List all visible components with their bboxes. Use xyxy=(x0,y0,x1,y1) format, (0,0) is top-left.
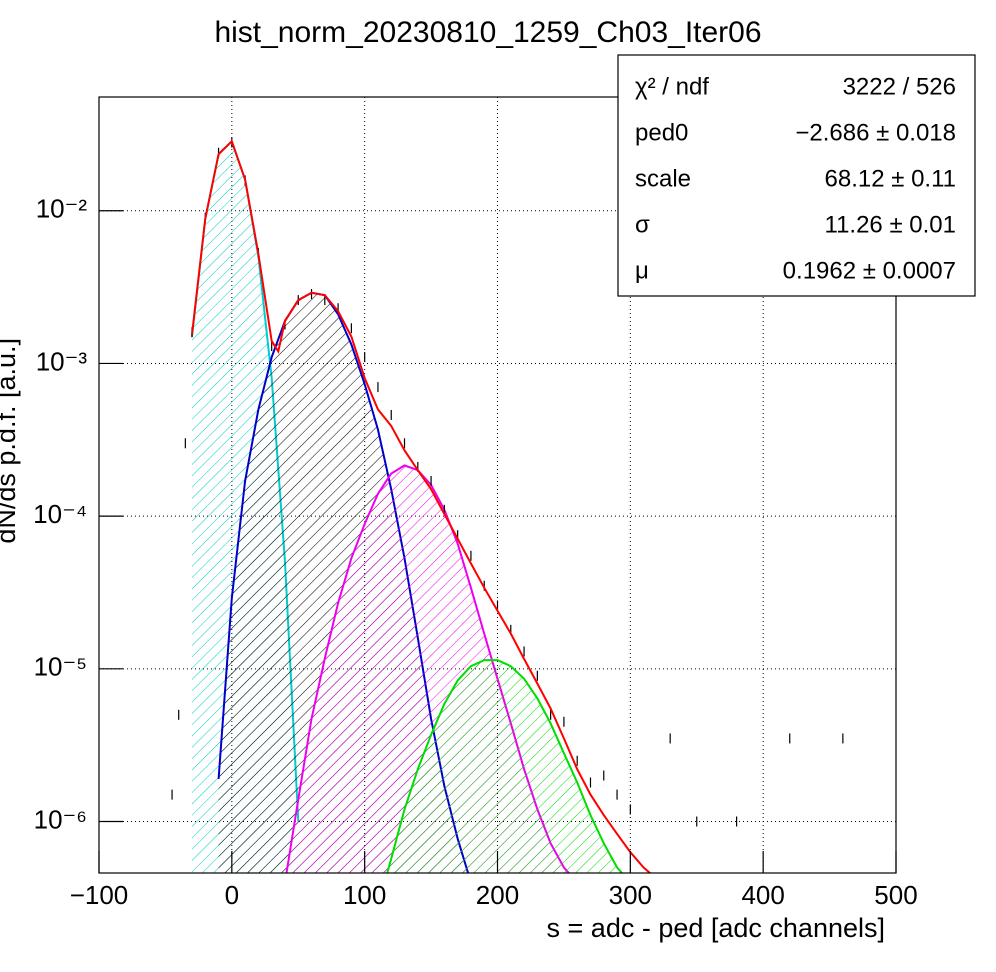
y-tick-label: 10⁻³ xyxy=(36,346,88,376)
x-tick-label: 200 xyxy=(476,880,519,910)
stats-box: χ² / ndf 3222 / 526 ped0 −2.686 ± 0.018 scal… xyxy=(617,54,976,297)
stat-name: σ xyxy=(635,211,650,238)
stat-value: 11.26 ± 0.01 xyxy=(825,211,957,238)
plot-area xyxy=(171,137,844,873)
stat-value: 3222 / 526 xyxy=(843,73,956,100)
y-tick-label: 10⁻⁶ xyxy=(34,804,87,834)
stat-name: μ xyxy=(635,257,649,284)
stat-value: 68.12 ± 0.11 xyxy=(825,165,957,192)
stat-name: χ² / ndf xyxy=(635,73,709,100)
axes: −100 0 100 200 300 400 500 10⁻⁶ 10⁻⁵ 10⁻⁴ 10⁻³ 10⁻² xyxy=(33,194,918,910)
stat-name: scale xyxy=(635,165,691,192)
x-tick-label: 0 xyxy=(225,880,239,910)
x-tick-label: −100 xyxy=(70,880,129,910)
stat-value: −2.686 ± 0.018 xyxy=(795,119,956,146)
stat-name: ped0 xyxy=(635,119,688,146)
x-tick-label: 300 xyxy=(609,880,652,910)
x-axis-label: s = adc - ped [adc channels] xyxy=(547,913,885,943)
x-tick-label: 100 xyxy=(343,880,386,910)
y-tick-label: 10⁻⁴ xyxy=(33,499,87,529)
y-axis-label: dN/ds p.d.f. [a.u.] xyxy=(0,338,21,544)
stats-frame xyxy=(617,54,976,297)
stat-value: 0.1962 ± 0.0007 xyxy=(783,257,956,284)
y-tick-label: 10⁻⁵ xyxy=(34,652,87,682)
fit-curve xyxy=(191,139,652,873)
x-tick-label: 500 xyxy=(874,880,917,910)
x-tick-label: 400 xyxy=(741,880,784,910)
fit-curve xyxy=(386,659,624,873)
hatched-area xyxy=(387,660,623,873)
chart-title: hist_norm_20230810_1259_Ch03_Iter06 xyxy=(214,16,761,49)
y-tick-label: 10⁻² xyxy=(36,194,88,224)
